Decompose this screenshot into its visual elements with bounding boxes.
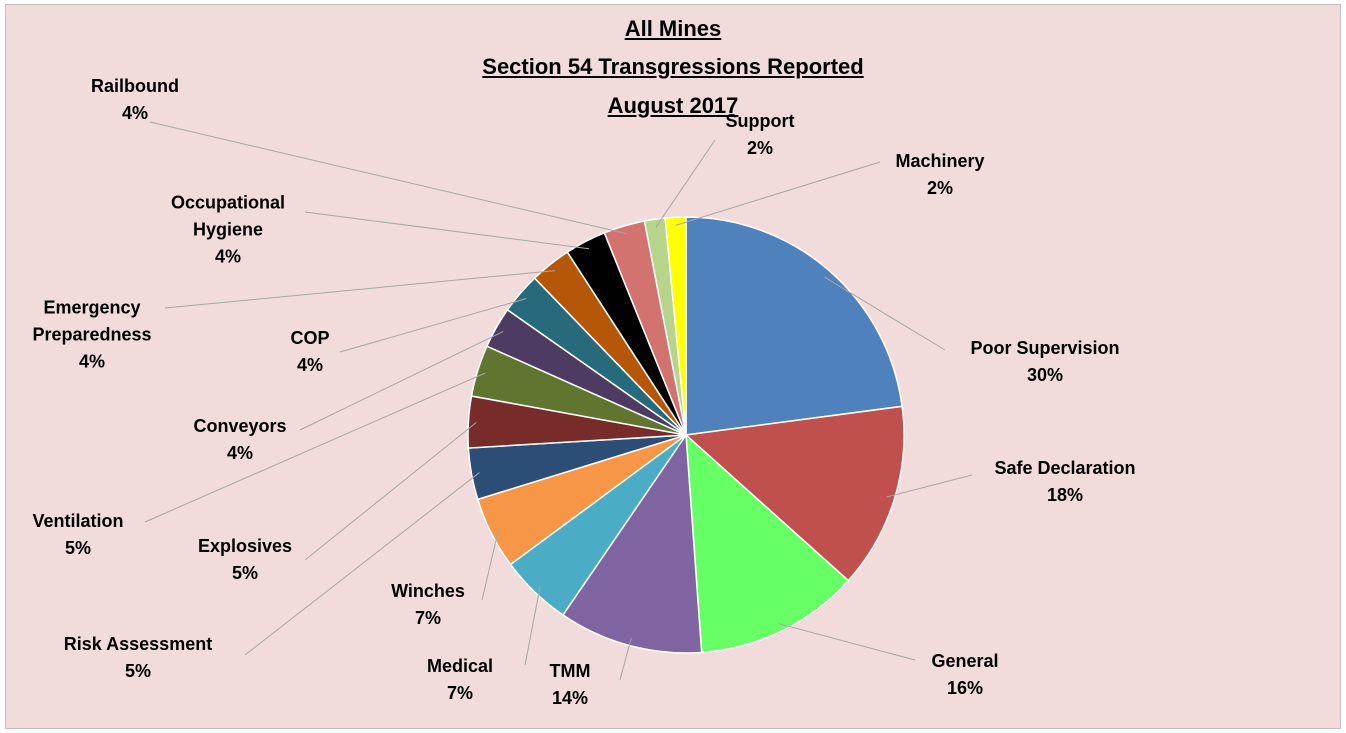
value-label: 30%	[1026, 365, 1064, 385]
category-label: Emergency Preparedness	[32, 297, 152, 345]
leader-line	[675, 161, 881, 226]
category-label: Occupational Hygiene	[170, 192, 286, 240]
chart-title: All Mines	[624, 16, 722, 41]
leader-line	[481, 529, 500, 601]
pie-slice	[664, 216, 687, 436]
data-label: Ventilation 5%	[13, 508, 143, 562]
category-label: General	[931, 651, 999, 671]
data-label: Machinery 2%	[880, 148, 1000, 202]
value-label: 2%	[746, 138, 773, 158]
data-label: Risk Assessment 5%	[38, 631, 238, 685]
value-label: 4%	[296, 355, 323, 375]
value-label: 4%	[121, 103, 148, 123]
leader-line	[144, 372, 486, 523]
leader-line	[655, 139, 716, 228]
value-label: 4%	[78, 351, 105, 372]
data-label: Safe Declaration 18%	[965, 455, 1165, 509]
data-label: Explosives 5%	[180, 533, 310, 587]
pie-slice	[685, 433, 850, 654]
data-label: Medical 7%	[405, 653, 515, 707]
category-label: Winches	[391, 581, 465, 601]
data-label: Support 2%	[710, 108, 810, 162]
leader-line	[299, 331, 504, 431]
pie-slice	[684, 405, 905, 582]
chart-title: Section 54 Transgressions Reported	[482, 54, 864, 79]
value-label: 2%	[926, 178, 953, 198]
leader-line	[339, 298, 527, 353]
data-label: Occupational Hygiene 4%	[143, 190, 313, 271]
category-label: Poor Supervision	[970, 338, 1120, 358]
data-label: Winches 7%	[378, 578, 478, 632]
category-label: Machinery	[895, 151, 985, 171]
category-label: Medical	[426, 656, 494, 676]
leader-line	[619, 637, 632, 681]
category-label: Safe Declaration	[994, 458, 1136, 478]
leader-line	[824, 276, 946, 351]
category-label: TMM	[549, 661, 591, 681]
leader-line	[164, 270, 556, 309]
category-label: Railbound	[91, 76, 179, 96]
value-label: 4%	[226, 443, 253, 463]
data-label: Poor Supervision 30%	[945, 335, 1145, 389]
data-label: Conveyors 4%	[180, 413, 300, 467]
category-label: COP	[290, 328, 330, 348]
data-label: Emergency Preparedness 4%	[7, 295, 177, 376]
data-label: COP 4%	[280, 325, 340, 379]
value-label: 4%	[214, 246, 241, 267]
value-label: 16%	[946, 678, 984, 698]
data-label: Railbound 4%	[75, 73, 195, 127]
category-label: Risk Assessment	[63, 634, 213, 654]
pie-slice	[685, 216, 903, 436]
value-label: 5%	[231, 563, 258, 583]
data-label: TMM 14%	[530, 658, 610, 712]
value-label: 5%	[124, 661, 151, 681]
leader-line	[149, 121, 627, 235]
leader-line	[778, 623, 916, 661]
value-label: 7%	[446, 683, 473, 703]
leader-line	[304, 211, 590, 250]
chart-title: August 2017	[607, 93, 739, 118]
leader-line	[886, 474, 973, 498]
category-label: Ventilation	[32, 511, 124, 531]
leader-line	[524, 586, 541, 666]
data-label: General 16%	[905, 648, 1025, 702]
leader-line	[304, 422, 477, 561]
value-label: 7%	[414, 608, 441, 628]
value-label: 14%	[551, 688, 589, 708]
value-label: 18%	[1046, 485, 1084, 505]
category-label: Explosives	[197, 536, 293, 556]
value-label: 5%	[64, 538, 91, 558]
category-label: Support	[725, 111, 795, 131]
category-label: Conveyors	[193, 416, 287, 436]
leader-line	[244, 472, 480, 656]
